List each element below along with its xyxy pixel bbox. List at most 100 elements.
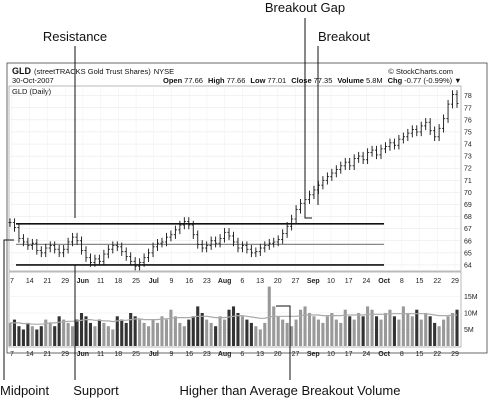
header-date: 30-Oct-2007 [12,76,54,85]
price-bar [35,238,39,255]
header-source: © StockCharts.com [388,67,453,76]
price-bar [160,237,164,248]
label-volume: Higher than Average Breakout Volume [180,383,401,398]
x-tick-label: Aug [218,351,232,358]
x-tick-label: 29 [451,278,459,285]
price-bar [276,235,280,247]
close-label: Close [291,76,311,85]
volume-bar [321,322,325,346]
volume-bar [205,319,209,346]
price-tick-label: 67 [464,226,472,233]
price-bar [218,234,222,248]
header-name: (streetTRACKS Gold Trust Shares) [34,67,151,76]
price-bar [111,241,115,254]
label-resistance: Resistance [43,29,107,44]
volume-bar [214,326,218,346]
average-volume-line [10,313,457,325]
x-tick-label: Sep [307,278,320,285]
price-bar [12,218,17,232]
price-bar [325,172,329,185]
price-bar [392,138,397,150]
volume-bar [35,329,39,346]
leader-volume [276,305,291,380]
price-bar [339,161,343,174]
x-tick-label: Jun [77,278,89,285]
volume-bar [102,322,106,346]
price-bar [196,230,200,249]
volume-bar [26,322,30,346]
price-bar [151,242,155,258]
x-tick-label: 7 [10,278,14,285]
price-bar [298,199,303,214]
volume-bar [115,316,119,346]
chg-value: -0.77 (-0.99%) [404,76,452,85]
volume-tick-label: 10M [464,311,478,318]
volume-bar [231,306,236,346]
price-bar [200,240,204,253]
high-label: High [208,76,225,85]
leader-breakout-gap [304,18,312,219]
price-bar [366,148,370,164]
price-bars [8,90,459,271]
price-bar [281,229,285,244]
price-bar [124,247,128,261]
volume-bar [48,322,52,346]
price-bar [209,236,213,250]
volume-bar [299,309,303,346]
volume-bar [124,322,128,346]
volume-bar [196,306,200,346]
volume-bar [218,316,222,346]
volume-bar [173,316,177,346]
price-bar [44,243,48,258]
x-tick-label: Aug [218,278,232,285]
price-tick-label: 72 [464,166,472,173]
down-arrow-icon: ▼ [454,76,461,85]
volume-x-axis: 7 14 21 29 Jun 11 18 25 Jul 9 16 23 Aug 6 13 20 27 Sep 10 1… [10,351,459,358]
volume-bar [44,319,48,346]
price-bar [169,230,173,242]
x-tick-label: 23 [203,351,211,358]
price-bar [401,132,405,144]
volume-bar [164,319,168,346]
volume-bar [178,322,182,346]
volume-bar [53,326,57,346]
price-bar [227,228,231,241]
x-tick-label: 18 [114,351,122,358]
x-tick-label: 25 [132,278,140,285]
volume-bar [88,322,93,346]
price-bar [236,237,240,253]
callout-leaders [3,18,319,380]
volume-bar [30,326,34,346]
volume-bar [62,319,66,346]
price-tick-label: 78 [464,93,472,100]
label-support: Support [73,383,119,398]
price-bar [17,223,21,243]
volume-bar [316,319,320,346]
volume-bar [433,322,437,346]
x-tick-label: 21 [44,278,52,285]
price-bar [334,165,338,178]
price-bar [57,245,61,258]
price-bar [258,243,262,256]
price-bar [133,257,137,271]
average-volume [10,313,457,325]
price-bar [294,205,298,224]
x-tick-label: 17 [345,278,353,285]
volume-bar [307,313,312,346]
volume-bar [57,316,61,346]
price-bar [70,232,75,247]
price-tick-label: 69 [464,202,472,209]
volume-bar [106,326,110,346]
x-tick-label: 29 [61,351,69,358]
x-tick-label: 6 [240,278,244,285]
volume-bar [133,316,137,346]
volume-label: Volume [337,76,364,85]
x-tick-label: 16 [185,278,193,285]
volume-bar [66,322,70,346]
volume-bar [267,286,271,346]
price-bar [290,214,294,231]
volume-bar [290,326,294,346]
label-midpoint: Midpoint [0,383,50,398]
price-tick-label: 73 [464,154,472,161]
